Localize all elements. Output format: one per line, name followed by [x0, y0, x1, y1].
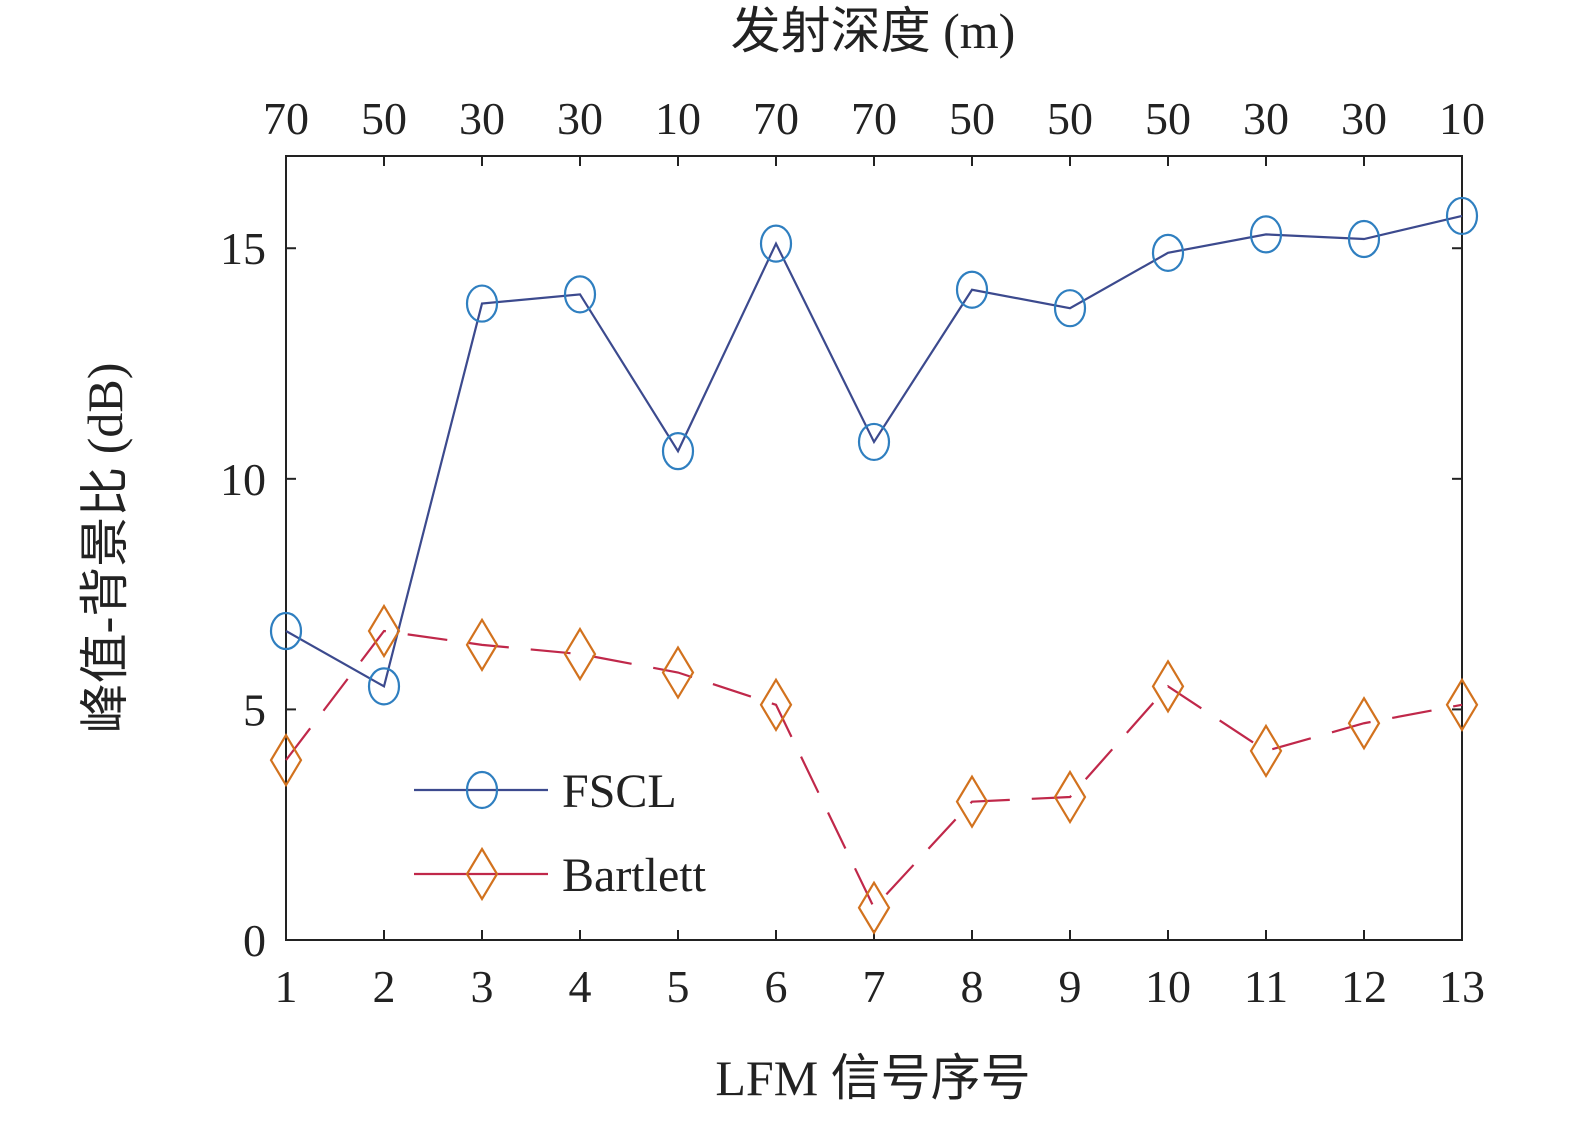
series-line-bartlett	[285, 629, 1463, 910]
top-tick-label: 30	[1341, 93, 1387, 144]
data-point-fscl	[1053, 289, 1087, 328]
y-tick-label: 5	[243, 684, 266, 735]
x-tick-label: 11	[1244, 961, 1288, 1012]
x-tick-label: 8	[961, 961, 984, 1012]
data-point-fscl	[759, 224, 793, 263]
data-point-bartlett	[1151, 659, 1185, 714]
data-point-bartlett	[661, 645, 695, 700]
x-tick-label: 7	[863, 961, 886, 1012]
data-point-fscl	[1151, 233, 1185, 272]
x-tick-label: 9	[1059, 961, 1082, 1012]
data-point-bartlett	[955, 774, 989, 829]
data-point-fscl	[465, 284, 499, 323]
top-tick-label: 30	[557, 93, 603, 144]
legend-marker-fscl	[465, 770, 499, 810]
x-axis-title: LFM 信号序号	[715, 1050, 1030, 1106]
data-point-bartlett	[1347, 696, 1381, 751]
x-tick-label: 13	[1439, 961, 1485, 1012]
data-point-bartlett	[1249, 723, 1283, 779]
x-tick-label: 3	[471, 961, 494, 1012]
x-tick-label: 1	[275, 961, 298, 1012]
series-lines-layer	[285, 214, 1463, 910]
axes-layer: 1702503304305106707708509501050113012301…	[220, 93, 1485, 1012]
x-tick-label: 4	[569, 961, 592, 1012]
top-tick-label: 10	[655, 93, 701, 144]
top-tick-label: 70	[851, 93, 897, 144]
y-tick-label: 15	[220, 223, 266, 274]
data-point-bartlett	[857, 880, 891, 935]
data-point-fscl	[955, 270, 989, 309]
y-tick-label: 10	[220, 454, 266, 505]
legend-marker-bartlett	[465, 846, 499, 902]
data-point-fscl	[563, 275, 597, 314]
data-point-bartlett	[1445, 677, 1479, 732]
top-tick-label: 50	[1145, 93, 1191, 144]
top-tick-label: 50	[361, 93, 407, 144]
x-tick-label: 12	[1341, 961, 1387, 1012]
data-point-fscl	[367, 667, 401, 706]
data-point-fscl	[1249, 215, 1283, 254]
legend: FSCL Bartlett	[414, 765, 707, 902]
y-tick-label: 0	[243, 915, 266, 966]
top-tick-label: 50	[1047, 93, 1093, 144]
data-point-fscl	[269, 611, 303, 651]
x-tick-label: 2	[373, 961, 396, 1012]
series-markers-layer	[269, 196, 1479, 935]
data-point-fscl	[661, 432, 695, 471]
x-tick-label: 5	[667, 961, 690, 1012]
top-tick-label: 50	[949, 93, 995, 144]
data-point-bartlett	[563, 626, 597, 682]
top-axis-title: 发射深度 (m)	[731, 3, 1016, 59]
data-point-bartlett	[759, 677, 793, 732]
top-tick-label: 10	[1439, 93, 1485, 144]
data-point-fscl	[857, 422, 891, 462]
data-point-fscl	[1347, 219, 1381, 259]
data-point-bartlett	[465, 617, 499, 672]
top-tick-label: 70	[753, 93, 799, 144]
legend-label-bartlett: Bartlett	[562, 849, 707, 902]
series-line-fscl	[285, 214, 1463, 689]
x-tick-label: 6	[765, 961, 788, 1012]
top-tick-label: 30	[459, 93, 505, 144]
data-point-bartlett	[367, 603, 401, 659]
data-point-bartlett	[1053, 769, 1087, 825]
top-tick-label: 30	[1243, 93, 1289, 144]
data-point-fscl	[1445, 196, 1479, 236]
top-tick-label: 70	[263, 93, 309, 144]
y-axis-title: 峰值-背景比 (dB)	[77, 363, 133, 734]
x-tick-label: 10	[1145, 961, 1191, 1012]
plot-area-frame	[285, 155, 1463, 941]
data-point-bartlett	[269, 733, 303, 788]
legend-label-fscl: FSCL	[562, 765, 677, 818]
